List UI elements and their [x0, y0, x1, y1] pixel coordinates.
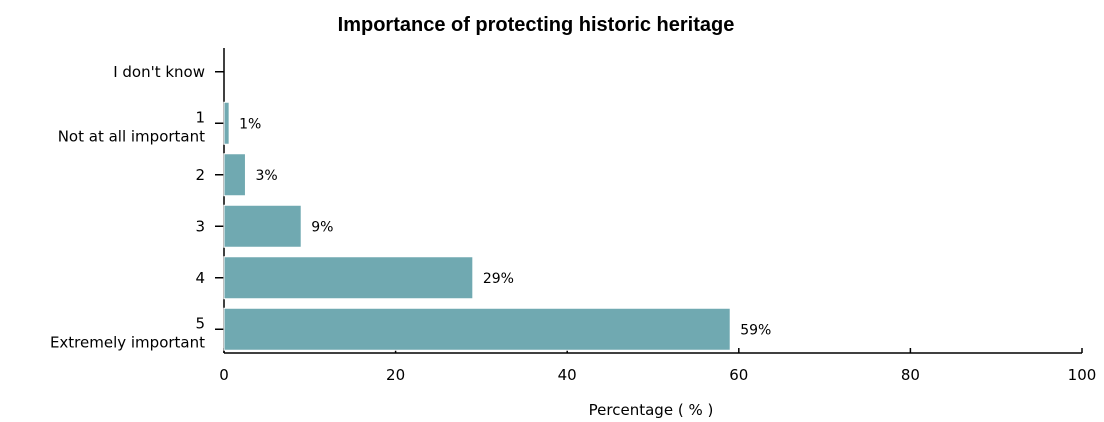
category-code-1: 1	[195, 108, 205, 126]
x-tick-label-1: 20	[386, 366, 405, 384]
category-code-2: 2	[195, 166, 205, 184]
x-tick-label-2: 40	[558, 366, 577, 384]
bar-1	[223, 101, 230, 145]
category-label-0: I don't know	[113, 63, 205, 81]
data-label-4: 29%	[483, 271, 514, 287]
chart-title: Importance of protecting historic herita…	[338, 14, 735, 36]
bar-4	[223, 256, 474, 300]
category-code-4: 4	[195, 269, 205, 287]
data-label-3: 9%	[311, 219, 333, 235]
category-code-3: 3	[195, 217, 205, 235]
bar-5	[223, 307, 731, 351]
data-label-5: 59%	[740, 322, 771, 338]
category-label-5: Extremely important	[50, 333, 205, 351]
category-code-5: 5	[195, 314, 205, 332]
data-label-1: 1%	[239, 116, 261, 132]
category-label-1: Not at all important	[58, 127, 205, 145]
x-tick-label-3: 60	[729, 366, 748, 384]
x-tick-label-4: 80	[901, 366, 920, 384]
bar-2	[223, 153, 246, 197]
x-tick-label-0: 0	[219, 366, 229, 384]
bar-3	[223, 204, 302, 248]
x-axis-title: Percentage ( % )	[589, 401, 714, 419]
x-tick-label-5: 100	[1068, 366, 1097, 384]
data-label-2: 3%	[255, 168, 277, 184]
